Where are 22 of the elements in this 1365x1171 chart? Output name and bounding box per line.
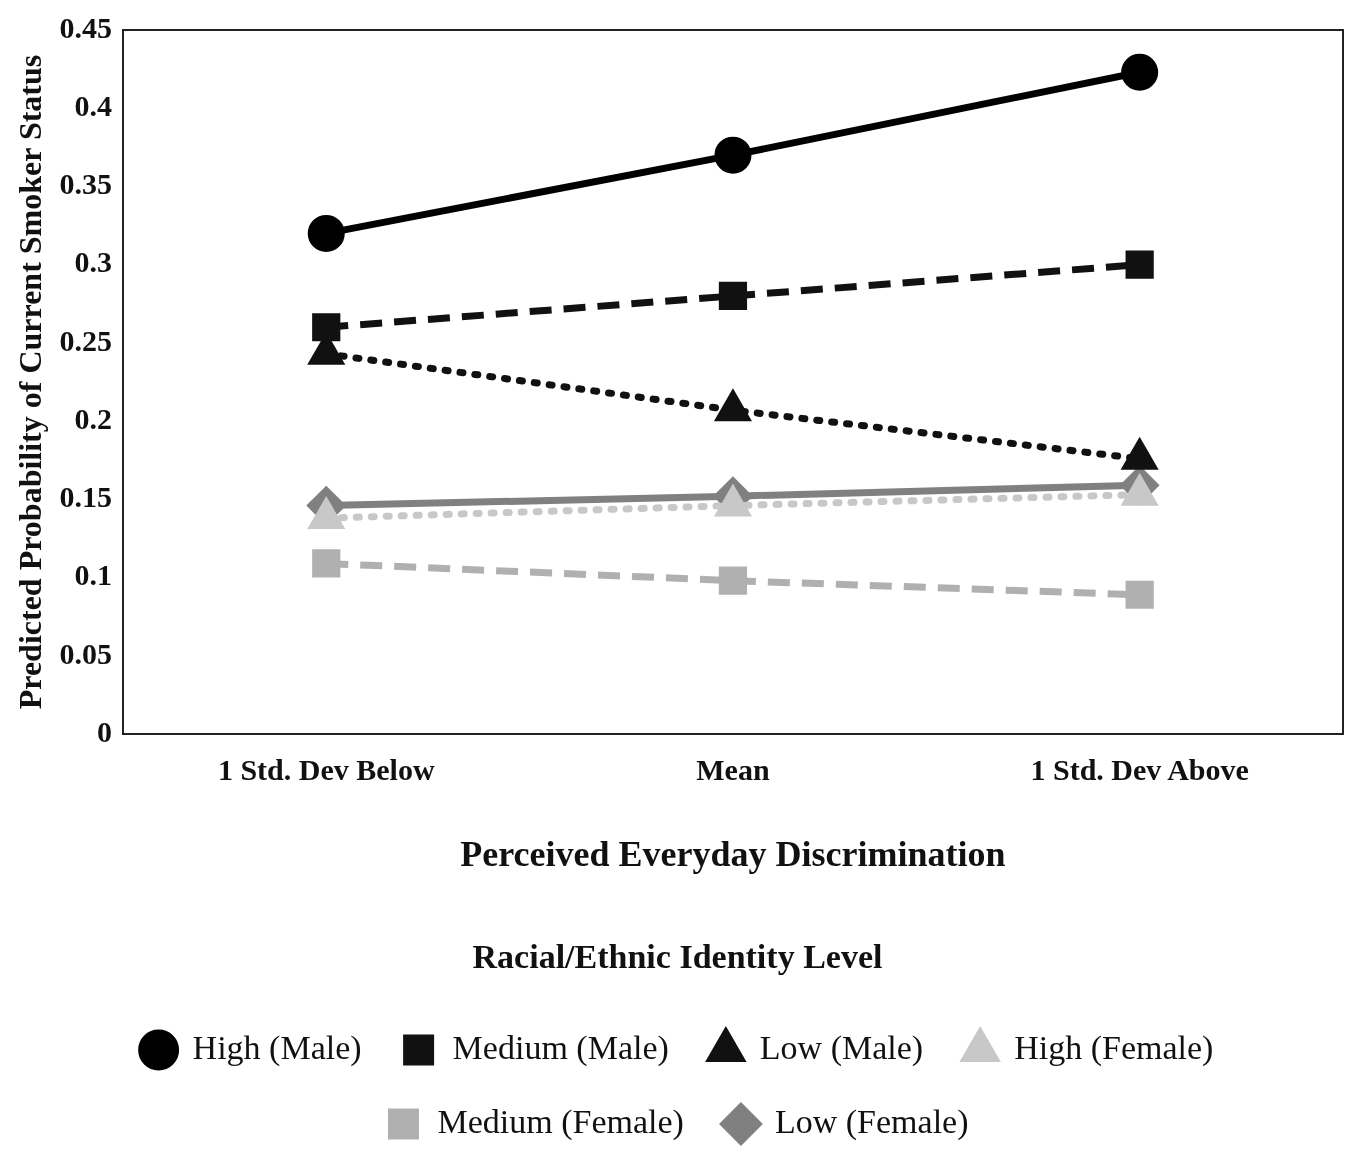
x-tick-label: Mean (696, 752, 770, 786)
y-tick-label: 0.1 (74, 558, 112, 592)
x-tick-label: 1 Std. Dev Below (217, 752, 435, 786)
y-tick-label: 0.4 (74, 88, 112, 122)
y-tick-label: 0.45 (59, 10, 112, 44)
y-tick-label: 0.3 (74, 245, 112, 279)
y-tick-label: 0 (96, 714, 112, 748)
legend-label: Low (Male) (759, 1028, 924, 1067)
legend-label: High (Male) (192, 1028, 362, 1067)
y-tick-label: 0.25 (59, 323, 112, 357)
legend-label: Medium (Female) (437, 1102, 684, 1141)
y-tick-label: 0.15 (59, 480, 112, 514)
y-tick-label: 0.35 (59, 167, 112, 201)
legend-title: Racial/Ethnic Identity Level (472, 937, 883, 975)
legend-label: High (Female) (1014, 1028, 1214, 1067)
x-tick-label: 1 Std. Dev Above (1030, 752, 1249, 786)
legend-label: Medium (Male) (452, 1028, 669, 1067)
legend-label: Low (Female) (774, 1102, 969, 1141)
y-axis-title: Predicted Probability of Current Smoker Status (12, 54, 49, 710)
y-tick-label: 0.05 (59, 636, 112, 670)
x-axis-title: Perceived Everyday Discrimination (460, 833, 1006, 874)
y-tick-label: 0.2 (74, 401, 112, 435)
